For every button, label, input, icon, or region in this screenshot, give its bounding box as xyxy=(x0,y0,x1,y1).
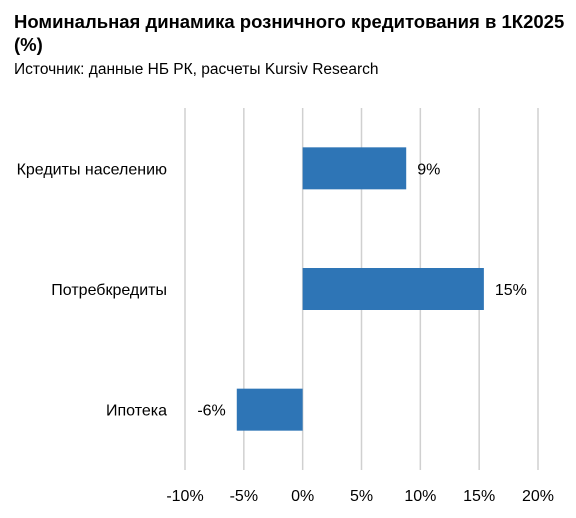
chart-subtitle: Источник: данные НБ РК, расчеты Kursiv R… xyxy=(14,61,379,78)
bar xyxy=(302,268,484,310)
category-label: Кредиты населению xyxy=(17,161,167,178)
x-tick-label: 0% xyxy=(291,488,314,505)
x-tick-label: 10% xyxy=(404,488,436,505)
x-tick-label: 15% xyxy=(463,488,495,505)
bar xyxy=(236,388,303,431)
x-tick-label: 20% xyxy=(522,488,554,505)
bar xyxy=(302,147,407,190)
data-label: 15% xyxy=(495,282,527,299)
data-label: 9% xyxy=(417,161,440,178)
chart-title: Номинальная динамика розничного кредитов… xyxy=(14,11,565,55)
category-label: Потребкредиты xyxy=(51,282,167,299)
category-label: Ипотека xyxy=(106,403,167,420)
data-label: -6% xyxy=(197,403,225,420)
x-tick-label: -5% xyxy=(230,488,258,505)
x-tick-label: -10% xyxy=(166,488,203,505)
x-tick-label: 5% xyxy=(350,488,373,505)
